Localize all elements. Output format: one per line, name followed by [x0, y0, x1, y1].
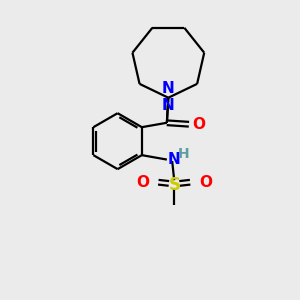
Text: H: H: [178, 147, 190, 161]
Text: O: O: [193, 117, 206, 132]
Text: N: N: [162, 81, 175, 96]
Text: S: S: [169, 176, 181, 194]
Text: O: O: [136, 175, 149, 190]
Text: N: N: [161, 98, 174, 113]
Text: N: N: [167, 152, 180, 167]
Text: O: O: [199, 175, 212, 190]
